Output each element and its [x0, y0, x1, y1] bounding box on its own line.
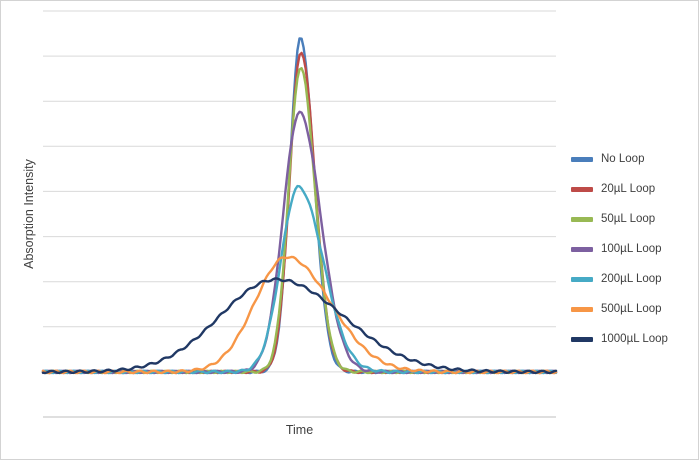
- legend-item: No Loop: [571, 144, 668, 174]
- series-line: [41, 110, 558, 375]
- legend: No Loop 20µL Loop 50µL Loop 100µL Loop 200µL…: [571, 144, 668, 354]
- legend-item: 50µL Loop: [571, 204, 668, 234]
- legend-line-marker: [571, 306, 593, 312]
- series-line: [41, 255, 558, 375]
- series-line: [41, 277, 558, 375]
- series-line: [41, 37, 558, 375]
- legend-label: 1000µL Loop: [601, 333, 668, 345]
- series-line: [41, 184, 558, 375]
- legend-label: 200µL Loop: [601, 273, 662, 285]
- plot-area: [41, 10, 558, 418]
- legend-label: No Loop: [601, 153, 645, 165]
- legend-line-marker: [571, 246, 593, 252]
- legend-line-marker: [571, 216, 593, 222]
- legend-label: 500µL Loop: [601, 303, 662, 315]
- legend-line-marker: [571, 336, 593, 342]
- legend-item: 100µL Loop: [571, 234, 668, 264]
- legend-label: 100µL Loop: [601, 243, 662, 255]
- legend-label: 50µL Loop: [601, 213, 656, 225]
- legend-item: 20µL Loop: [571, 174, 668, 204]
- legend-item: 200µL Loop: [571, 264, 668, 294]
- legend-line-marker: [571, 186, 593, 192]
- legend-line-marker: [571, 276, 593, 282]
- y-axis-label: Absorption Intensity: [22, 159, 36, 269]
- legend-item: 1000µL Loop: [571, 324, 668, 354]
- legend-item: 500µL Loop: [571, 294, 668, 324]
- legend-label: 20µL Loop: [601, 183, 656, 195]
- x-axis-label: Time: [285, 423, 314, 437]
- legend-line-marker: [571, 156, 593, 162]
